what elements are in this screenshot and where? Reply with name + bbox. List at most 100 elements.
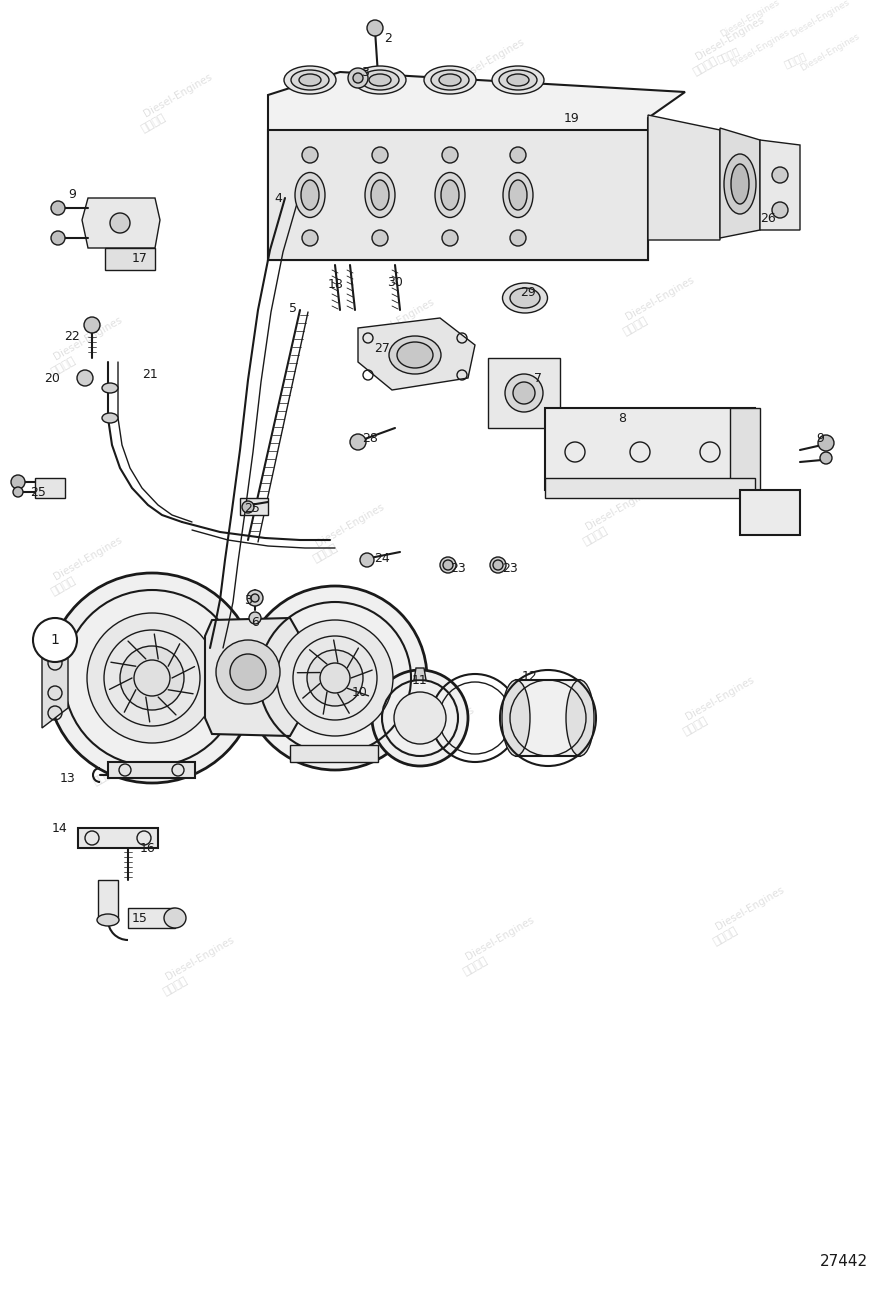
Circle shape — [216, 640, 280, 705]
Circle shape — [77, 370, 93, 386]
Text: 14: 14 — [53, 822, 68, 835]
Polygon shape — [545, 408, 755, 490]
Ellipse shape — [503, 283, 547, 313]
Text: 30: 30 — [387, 276, 403, 289]
Circle shape — [772, 166, 788, 183]
Circle shape — [490, 556, 506, 573]
Text: 6: 6 — [251, 615, 259, 628]
Text: 紫发动力: 紫发动力 — [716, 46, 740, 65]
Ellipse shape — [439, 74, 461, 86]
Circle shape — [47, 573, 257, 783]
Polygon shape — [108, 762, 195, 777]
Circle shape — [249, 612, 261, 624]
Circle shape — [442, 230, 458, 246]
Circle shape — [772, 202, 788, 218]
Circle shape — [367, 20, 383, 36]
Circle shape — [510, 147, 526, 162]
Text: 10: 10 — [352, 685, 368, 698]
Text: 9: 9 — [816, 432, 824, 445]
Circle shape — [302, 230, 318, 246]
Text: 17: 17 — [132, 251, 148, 264]
Circle shape — [818, 436, 834, 451]
Text: Diesel-Engines: Diesel-Engines — [454, 36, 526, 83]
Ellipse shape — [97, 914, 119, 926]
Text: 紫发动力: 紫发动力 — [161, 975, 189, 997]
Ellipse shape — [441, 179, 459, 211]
Text: 紫发动力: 紫发动力 — [91, 764, 119, 786]
Text: Diesel-Engines: Diesel-Engines — [464, 914, 536, 962]
Text: 5: 5 — [289, 302, 297, 315]
Circle shape — [243, 586, 427, 770]
Ellipse shape — [102, 384, 118, 393]
Circle shape — [442, 147, 458, 162]
Polygon shape — [516, 680, 580, 757]
Text: 28: 28 — [362, 432, 378, 445]
Ellipse shape — [361, 70, 399, 90]
Polygon shape — [268, 72, 685, 260]
Circle shape — [443, 560, 453, 569]
Text: Diesel-Engines: Diesel-Engines — [714, 884, 786, 932]
Ellipse shape — [102, 413, 118, 423]
Ellipse shape — [731, 164, 749, 204]
Ellipse shape — [369, 74, 391, 86]
Polygon shape — [205, 618, 298, 736]
Ellipse shape — [502, 680, 530, 757]
Text: 紫发动力: 紫发动力 — [401, 745, 429, 767]
Circle shape — [84, 317, 100, 333]
Text: 紫发动力: 紫发动力 — [361, 337, 389, 359]
Ellipse shape — [499, 70, 537, 90]
Ellipse shape — [505, 374, 543, 412]
Ellipse shape — [397, 342, 433, 368]
Polygon shape — [35, 478, 65, 498]
Ellipse shape — [492, 66, 544, 94]
Text: 29: 29 — [520, 286, 536, 299]
Polygon shape — [42, 628, 68, 728]
Text: Diesel-Engines: Diesel-Engines — [719, 0, 781, 39]
Text: 紫发动力: 紫发动力 — [782, 51, 808, 69]
Circle shape — [251, 594, 259, 602]
Text: 23: 23 — [450, 562, 465, 575]
Circle shape — [372, 670, 468, 766]
Circle shape — [372, 147, 388, 162]
Ellipse shape — [566, 680, 594, 757]
Text: 紫发动力: 紫发动力 — [711, 926, 739, 946]
Text: Diesel-Engines: Diesel-Engines — [798, 31, 862, 73]
Text: 紫发动力: 紫发动力 — [621, 315, 649, 337]
Circle shape — [11, 474, 25, 489]
Circle shape — [302, 147, 318, 162]
Ellipse shape — [295, 173, 325, 217]
Polygon shape — [545, 478, 755, 498]
Circle shape — [394, 692, 446, 744]
Circle shape — [51, 202, 65, 214]
Text: 紫发动力: 紫发动力 — [691, 55, 719, 77]
Text: 25: 25 — [30, 485, 46, 498]
Text: Diesel-Engines: Diesel-Engines — [684, 675, 756, 722]
Ellipse shape — [510, 289, 540, 308]
Text: 紫发动力: 紫发动力 — [581, 525, 609, 547]
Text: 13: 13 — [61, 771, 76, 784]
Text: 24: 24 — [374, 551, 390, 564]
Circle shape — [820, 452, 832, 464]
Text: Diesel-Engines: Diesel-Engines — [404, 705, 476, 751]
Text: Diesel-Engines: Diesel-Engines — [789, 0, 851, 39]
Polygon shape — [82, 198, 160, 248]
Text: Diesel-Engines: Diesel-Engines — [694, 14, 766, 61]
Polygon shape — [78, 828, 158, 848]
Polygon shape — [488, 358, 560, 428]
Polygon shape — [290, 745, 378, 762]
Text: 16: 16 — [140, 841, 156, 854]
Ellipse shape — [284, 66, 336, 94]
Ellipse shape — [365, 173, 395, 217]
Text: 12: 12 — [522, 670, 538, 682]
Text: 4: 4 — [274, 191, 282, 204]
Text: 18: 18 — [328, 278, 344, 291]
Ellipse shape — [513, 382, 535, 404]
Text: 25: 25 — [244, 502, 260, 515]
Ellipse shape — [503, 173, 533, 217]
Text: 27: 27 — [374, 342, 390, 355]
Text: Diesel-Engines: Diesel-Engines — [314, 502, 386, 549]
Circle shape — [242, 500, 254, 514]
Text: 27442: 27442 — [820, 1254, 868, 1270]
Circle shape — [277, 620, 393, 736]
Text: Diesel-Engines: Diesel-Engines — [164, 935, 236, 982]
